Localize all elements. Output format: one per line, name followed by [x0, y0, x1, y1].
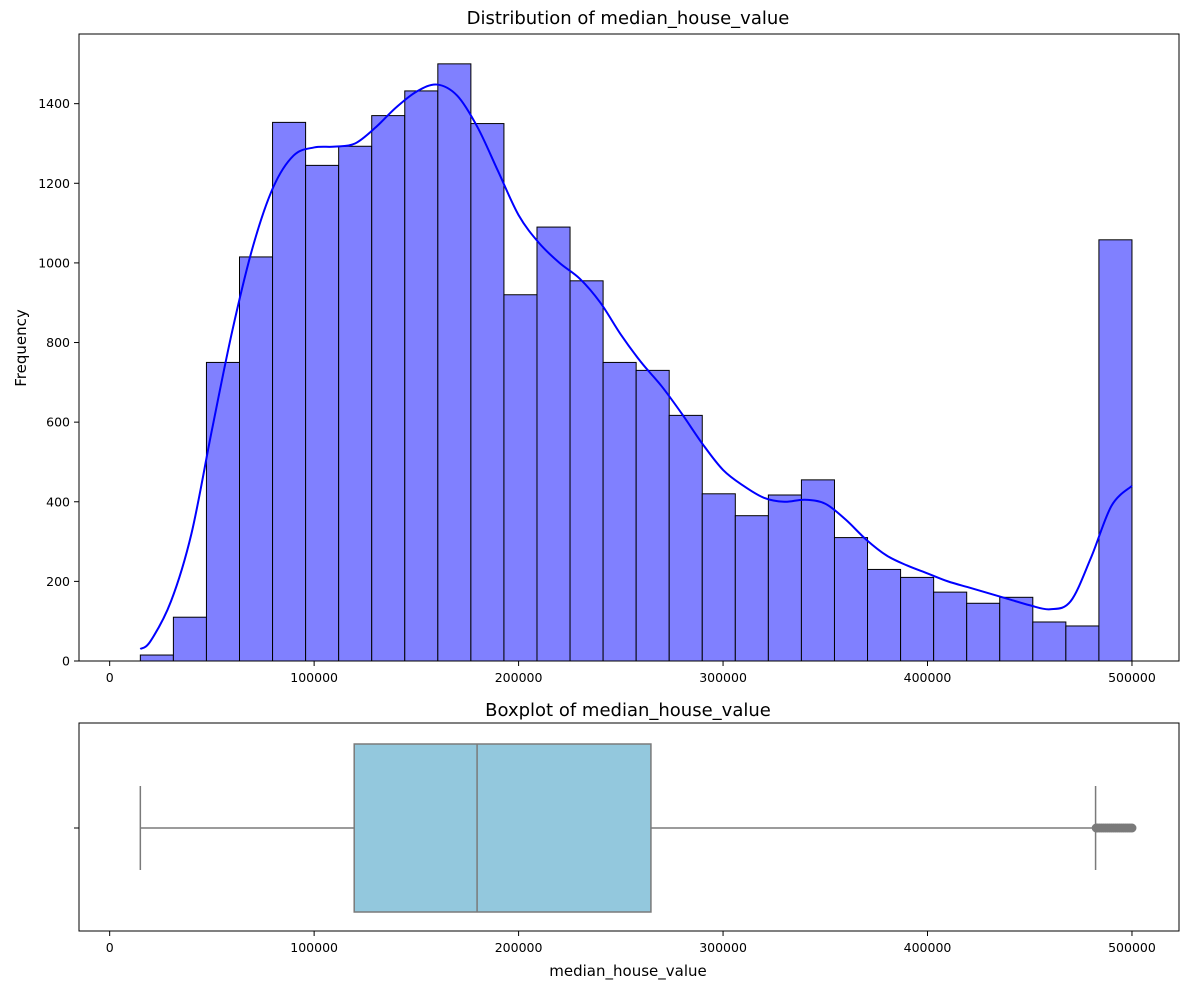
histogram-bar	[800, 479, 835, 662]
boxplot-x-ticks: 0 100000 200000 300000 400000 500000	[106, 931, 1156, 955]
histogram-bar	[635, 369, 670, 662]
histogram-bar	[503, 294, 538, 662]
y-tick-label: 0	[62, 654, 70, 669]
y-tick-label: 600	[46, 415, 70, 430]
y-tick-label: 200	[46, 574, 70, 589]
histogram-bar	[602, 361, 637, 662]
histogram-bar	[470, 123, 505, 662]
x-tick-label: 400000	[904, 940, 952, 955]
x-tick-label: 500000	[1108, 940, 1156, 955]
histogram-bar	[536, 226, 571, 662]
histogram-panel: Distribution of median_house_value Frequ…	[12, 8, 1180, 685]
histogram-bar	[1098, 239, 1133, 662]
x-tick-label: 100000	[290, 670, 338, 685]
histogram-bar	[305, 164, 340, 662]
y-tick-label: 400	[46, 494, 70, 509]
histogram-bar	[999, 596, 1034, 662]
x-tick-label: 0	[106, 940, 114, 955]
x-tick-label: 100000	[290, 940, 338, 955]
histogram-bar	[966, 602, 1001, 662]
histogram-bar	[1065, 625, 1100, 662]
histogram-bar	[139, 654, 174, 662]
x-tick-label: 200000	[495, 940, 543, 955]
histogram-bar	[205, 361, 240, 662]
histogram-bar	[900, 576, 935, 662]
y-tick-label: 1200	[38, 176, 70, 191]
y-tick-label: 1400	[38, 96, 70, 111]
histogram-bar	[734, 515, 769, 662]
histogram-bar	[238, 256, 274, 662]
boxplot-elements	[139, 743, 1137, 913]
histogram-bar	[172, 616, 207, 662]
x-tick-label: 200000	[495, 670, 543, 685]
histogram-bar	[272, 121, 307, 662]
histogram-x-ticks: 0 100000 200000 300000 400000 500000	[106, 661, 1156, 685]
histogram-bar	[404, 90, 439, 662]
boxplot-xlabel: median_house_value	[549, 962, 706, 981]
iqr-box	[353, 743, 652, 913]
y-tick-label: 1000	[38, 255, 70, 270]
histogram-bar	[867, 568, 902, 662]
kde-line-group	[139, 83, 1133, 650]
x-tick-label: 0	[106, 670, 114, 685]
histogram-bar	[767, 494, 802, 662]
histogram-ylabel: Frequency	[12, 309, 30, 387]
x-tick-label: 400000	[904, 670, 952, 685]
boxplot-panel: Boxplot of median_house_value 0 100000 200…	[74, 700, 1180, 981]
histogram-axes-frame	[78, 33, 1180, 662]
x-tick-label: 300000	[699, 670, 747, 685]
histogram-bar	[338, 145, 373, 662]
histogram-bars	[139, 63, 1133, 662]
histogram-bar	[437, 63, 472, 662]
kde-line	[139, 83, 1133, 650]
histogram-bar	[371, 115, 406, 662]
boxplot-axes-frame	[78, 722, 1180, 932]
histogram-bar	[569, 280, 604, 662]
histogram-title: Distribution of median_house_value	[467, 8, 790, 29]
x-tick-label: 300000	[699, 940, 747, 955]
histogram-bar	[668, 414, 703, 662]
outlier-point	[1127, 823, 1137, 833]
histogram-bar	[833, 537, 869, 662]
boxplot-title: Boxplot of median_house_value	[485, 700, 771, 721]
histogram-bar	[1032, 621, 1067, 662]
histogram-bar	[701, 493, 736, 662]
histogram-y-ticks: 0 200 400 600 800 1000 1200 1400	[38, 96, 79, 669]
histogram-bar	[933, 591, 968, 662]
x-tick-label: 500000	[1108, 670, 1156, 685]
y-tick-label: 800	[46, 335, 70, 350]
